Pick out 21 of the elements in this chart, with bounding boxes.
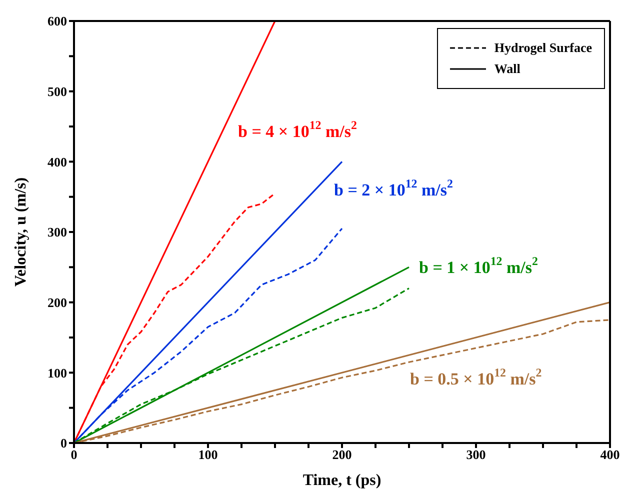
y-tick-label: 300 — [48, 224, 67, 240]
y-tick-label: 600 — [48, 14, 67, 29]
annotation: Wall — [494, 61, 520, 77]
series-label: b = 0.5 × 10$^{12}$ m/s$^{2}$ — [410, 365, 542, 388]
x-tick-label: 400 — [600, 447, 620, 462]
series-label: b = 2 × 10$^{12}$ m/s$^{2}$ — [334, 176, 453, 200]
x-tick-label: 100 — [198, 447, 218, 462]
x-tick-label: 0 — [70, 447, 78, 462]
y-tick-label: 500 — [48, 84, 67, 99]
series-label: b = 1 × 10$^{12}$ m/s$^{2}$ — [419, 254, 538, 278]
key-box: Hydrogel Surface Wall — [437, 28, 605, 89]
y-tick-label: 100 — [48, 365, 67, 380]
x-tick-label: 200 — [332, 447, 352, 462]
x-axis-title: Time, t (ps) — [302, 472, 382, 489]
y-axis-title: Velocity, u (m/s) — [12, 177, 30, 287]
series-label: b = 4 × 10$^{12}$ m/s$^{2}$ — [238, 118, 357, 141]
y-tick-label: 400 — [48, 154, 67, 170]
y-tick-label: 200 — [48, 294, 67, 310]
y-tick-label: 0 — [60, 436, 67, 451]
annotation: Hydrogel Surface — [494, 40, 592, 56]
x-tick-label: 300 — [466, 447, 486, 462]
